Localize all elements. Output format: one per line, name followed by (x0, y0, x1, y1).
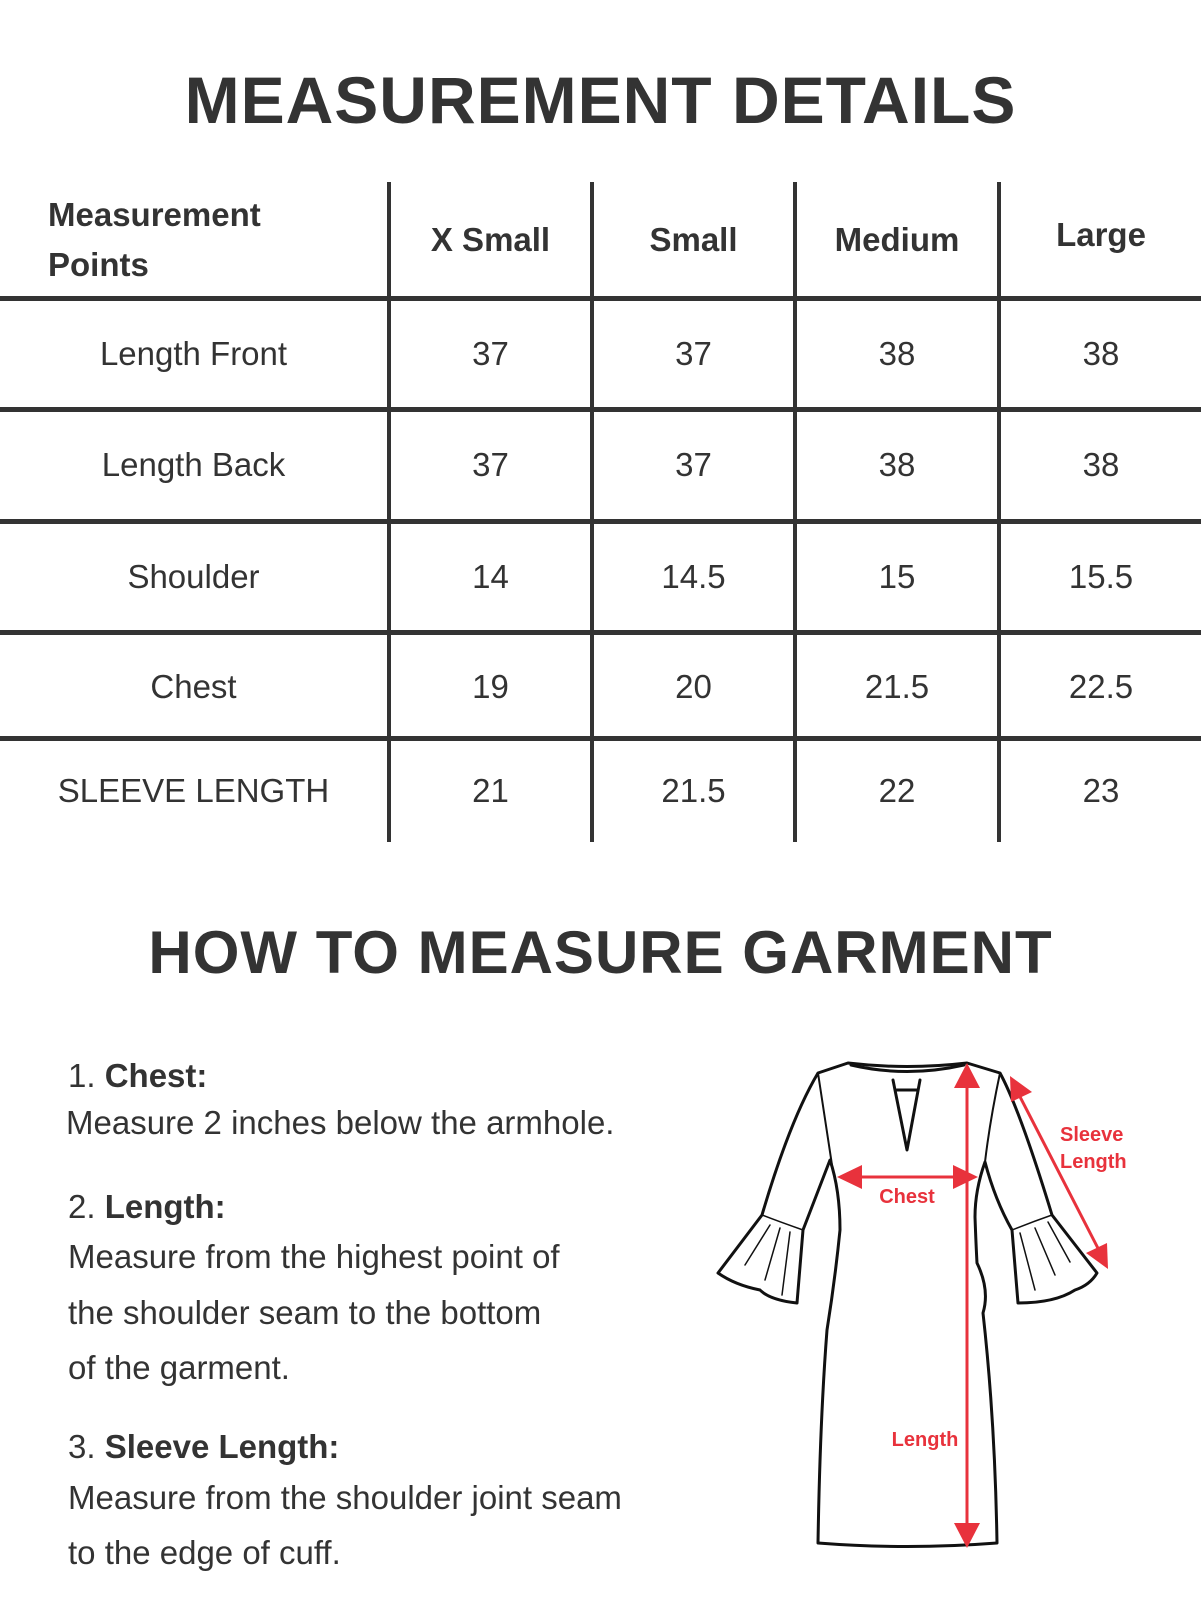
instruction-heading-chest: 1. Chest: (68, 1057, 207, 1095)
cell-value: 20 (675, 668, 712, 705)
cell-value: 14 (472, 557, 509, 595)
sleeve-arrowhead-bottom (1086, 1243, 1108, 1269)
cell-value: 21 (472, 772, 509, 809)
cell-value: 21.5 (864, 668, 930, 705)
header-small: Small (649, 221, 738, 258)
table-divider (0, 296, 1201, 301)
row-label: Length Back (101, 446, 286, 483)
page-title: MEASUREMENT DETAILS (184, 63, 1017, 137)
item-number: 1. (68, 1057, 96, 1094)
row-label: Chest (150, 668, 237, 705)
header-x-small: X Small (430, 221, 551, 258)
cell-value: 38 (1082, 334, 1120, 372)
instruction-text: Measure from the shoulder joint seam (68, 1479, 622, 1516)
cell-value: 21.5 (661, 772, 726, 809)
table-divider (0, 407, 1201, 412)
cuff-pleats (744, 1214, 1071, 1296)
chest-arrowhead-left (837, 1165, 862, 1189)
header-large: Large (1056, 216, 1146, 253)
cell-value: 14.5 (661, 557, 726, 595)
chest-label: Chest (879, 1186, 935, 1208)
cell-value: 38 (878, 334, 916, 372)
item-number: 3. (68, 1428, 96, 1465)
item-heading: Sleeve Length: (104, 1428, 340, 1465)
cell-value: 19 (472, 668, 509, 705)
row-label: Shoulder (127, 557, 260, 595)
cell-value: 22.5 (1068, 668, 1134, 705)
princess-seam (817, 1072, 1001, 1166)
instruction-heading-sleeve-length: 3. Sleeve Length: (68, 1428, 339, 1466)
length-arrowhead-bottom (954, 1523, 980, 1548)
instruction-text: to the edge of cuff. (68, 1534, 341, 1571)
dress-outline (716, 1061, 1099, 1548)
sleeve-label-line1: Sleeve (1060, 1124, 1123, 1146)
sleeve-arrowhead-top (1010, 1076, 1032, 1102)
instruction-text: of the garment. (68, 1349, 290, 1386)
length-label: Length (892, 1429, 959, 1451)
instruction-text: Measure from the highest point of (68, 1238, 560, 1275)
table-divider (387, 182, 391, 842)
table-divider (0, 630, 1201, 635)
instruction-text: Measure 2 inches below the armhole. (66, 1104, 615, 1141)
length-arrowhead-top (954, 1063, 980, 1088)
chest-arrowhead-right (953, 1165, 978, 1189)
table-divider (997, 182, 1001, 842)
table-divider (0, 736, 1201, 741)
cell-value: 22 (878, 772, 916, 809)
header-line: Points (48, 246, 149, 283)
cell-value: 15.5 (1068, 557, 1134, 595)
item-heading: Length: (104, 1188, 226, 1225)
header-line: Measurement (48, 196, 261, 233)
item-heading: Chest: (104, 1057, 208, 1094)
sleeve-label-line2: Length (1060, 1151, 1127, 1173)
cell-value: 38 (1082, 446, 1120, 483)
table-divider (0, 519, 1201, 524)
cell-value: 37 (472, 446, 509, 483)
section-title: HOW TO MEASURE GARMENT (148, 919, 1053, 986)
cell-value: 15 (878, 557, 916, 595)
neckline (849, 1063, 966, 1073)
cell-value: 37 (675, 334, 712, 372)
table-divider (793, 182, 797, 842)
header-medium: Medium (834, 221, 960, 258)
cell-value: 37 (675, 446, 712, 483)
cell-value: 23 (1082, 772, 1120, 809)
cell-value: 37 (472, 334, 509, 372)
sleeve-arrow (1013, 1086, 1105, 1259)
table-divider (590, 182, 594, 842)
item-number: 2. (68, 1188, 96, 1225)
cell-value: 38 (878, 446, 916, 483)
row-label: Length Front (99, 334, 288, 372)
v-neck (891, 1078, 922, 1152)
row-label: SLEEVE LENGTH (57, 772, 330, 809)
header-measurement-points: Measurement Points (48, 185, 378, 295)
instruction-text: the shoulder seam to the bottom (68, 1294, 542, 1331)
instruction-heading-length: 2. Length: (68, 1188, 226, 1226)
